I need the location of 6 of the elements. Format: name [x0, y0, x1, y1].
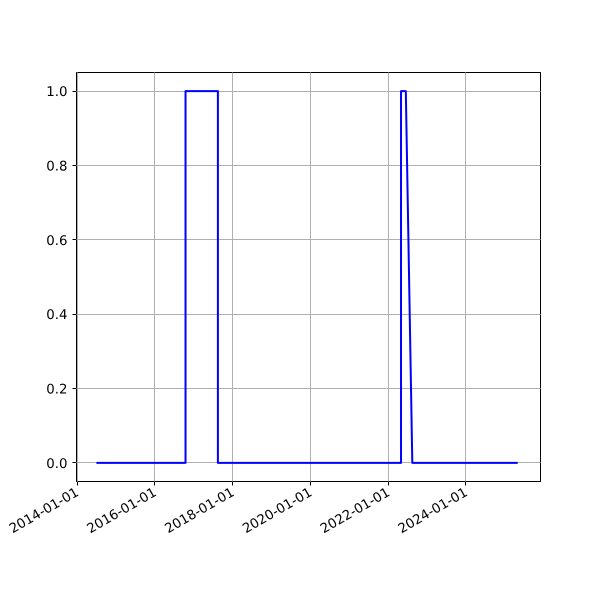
- y-tick-label: 0.8: [46, 159, 68, 174]
- y-tick-label: 0.4: [46, 308, 68, 324]
- y-tick-label: 0.0: [46, 456, 68, 472]
- y-tick-label: 0.6: [46, 234, 68, 249]
- y-tick-label: 1.0: [46, 85, 68, 100]
- y-tick-label: 0.2: [46, 382, 68, 398]
